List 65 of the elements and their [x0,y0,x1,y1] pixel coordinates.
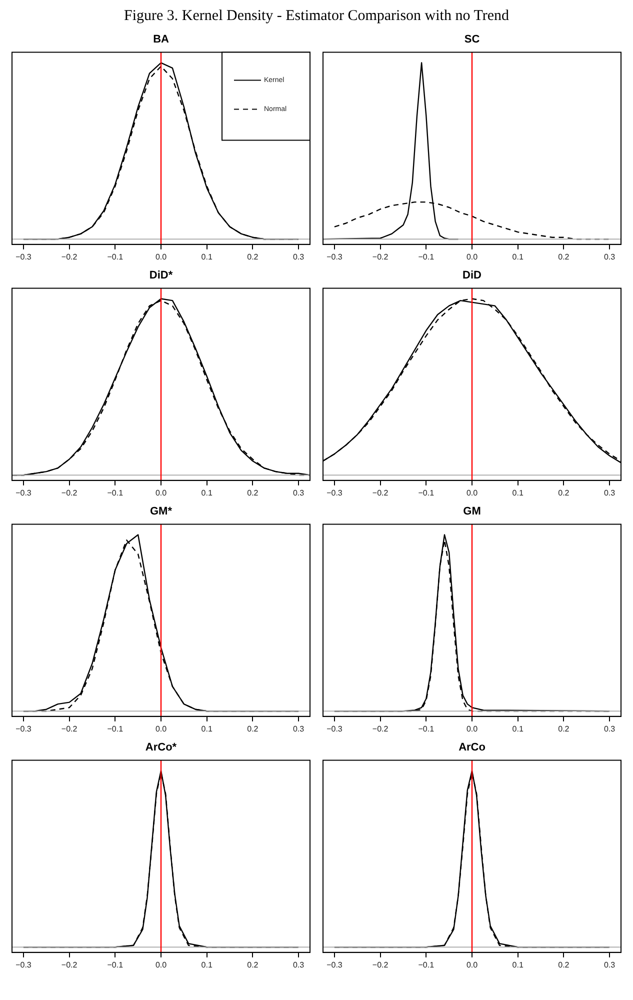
chart-title: SC [464,34,480,46]
chart-title: GM* [150,506,173,518]
chart-title: GM [463,506,481,518]
x-tick-label: 0.1 [201,960,213,970]
x-tick-label: −0.3 [16,724,32,734]
x-tick-label: 0.0 [155,960,168,970]
x-tick-label: −0.3 [16,252,32,262]
x-tick-label: −0.1 [107,252,124,262]
chart-title: ArCo [458,742,486,754]
x-tick-label: 0.2 [247,488,259,498]
x-tick-label: −0.1 [418,960,435,970]
x-tick-label: 0.1 [512,252,524,262]
chart-title: ArCo* [145,742,178,754]
chart-title: DiD [462,270,482,282]
x-tick-label: −0.2 [61,252,78,262]
x-tick-label: 0.3 [604,960,616,970]
x-tick-label: −0.2 [61,724,78,734]
x-tick-label: −0.2 [372,724,389,734]
x-tick-label: −0.2 [372,488,389,498]
x-tick-label: −0.1 [107,488,124,498]
x-tick-label: 0.3 [292,488,305,498]
chart-title: DiD* [149,270,174,282]
x-tick-label: 0.2 [247,252,259,262]
x-tick-label: 0.0 [155,252,168,262]
x-tick-label: 0.1 [512,960,524,970]
x-tick-label: −0.3 [326,960,343,970]
x-tick-label: 0.2 [247,960,259,970]
x-tick-label: −0.2 [372,960,389,970]
x-tick-label: −0.2 [372,252,389,262]
x-tick-label: 0.0 [466,488,478,498]
x-tick-label: −0.3 [16,960,32,970]
x-tick-label: 0.0 [466,252,478,262]
x-tick-label: −0.3 [326,724,343,734]
x-tick-label: 0.2 [558,724,570,734]
x-tick-label: 0.1 [201,488,213,498]
x-tick-label: −0.2 [61,488,78,498]
x-tick-label: 0.3 [292,252,305,262]
x-tick-label: −0.1 [418,488,435,498]
x-tick-label: 0.2 [247,724,259,734]
x-tick-label: 0.3 [604,488,616,498]
x-tick-label: −0.1 [107,960,124,970]
x-tick-label: 0.3 [292,960,305,970]
x-tick-label: −0.1 [418,724,435,734]
x-tick-label: 0.0 [466,960,478,970]
x-tick-label: 0.2 [558,488,570,498]
x-tick-label: −0.3 [326,252,343,262]
x-tick-label: 0.3 [604,252,616,262]
x-tick-label: 0.1 [201,252,213,262]
x-tick-label: 0.2 [558,960,570,970]
caption: Figure 3. Kernel Density - Estimator Comparison with no Trend [123,8,510,25]
x-tick-label: 0.1 [201,724,213,734]
x-tick-label: 0.0 [155,488,168,498]
x-tick-label: 0.0 [155,724,168,734]
x-tick-label: 0.1 [512,724,524,734]
x-tick-label: −0.1 [418,252,435,262]
chart-title: BA [153,34,169,46]
x-tick-label: −0.2 [61,960,78,970]
x-tick-label: 0.3 [604,724,616,734]
x-tick-label: 0.0 [466,724,478,734]
x-tick-label: −0.1 [107,724,124,734]
x-tick-label: 0.2 [558,252,570,262]
x-tick-label: −0.3 [326,488,343,498]
x-tick-label: 0.1 [512,488,524,498]
x-tick-label: −0.3 [16,488,32,498]
x-tick-label: 0.3 [292,724,305,734]
